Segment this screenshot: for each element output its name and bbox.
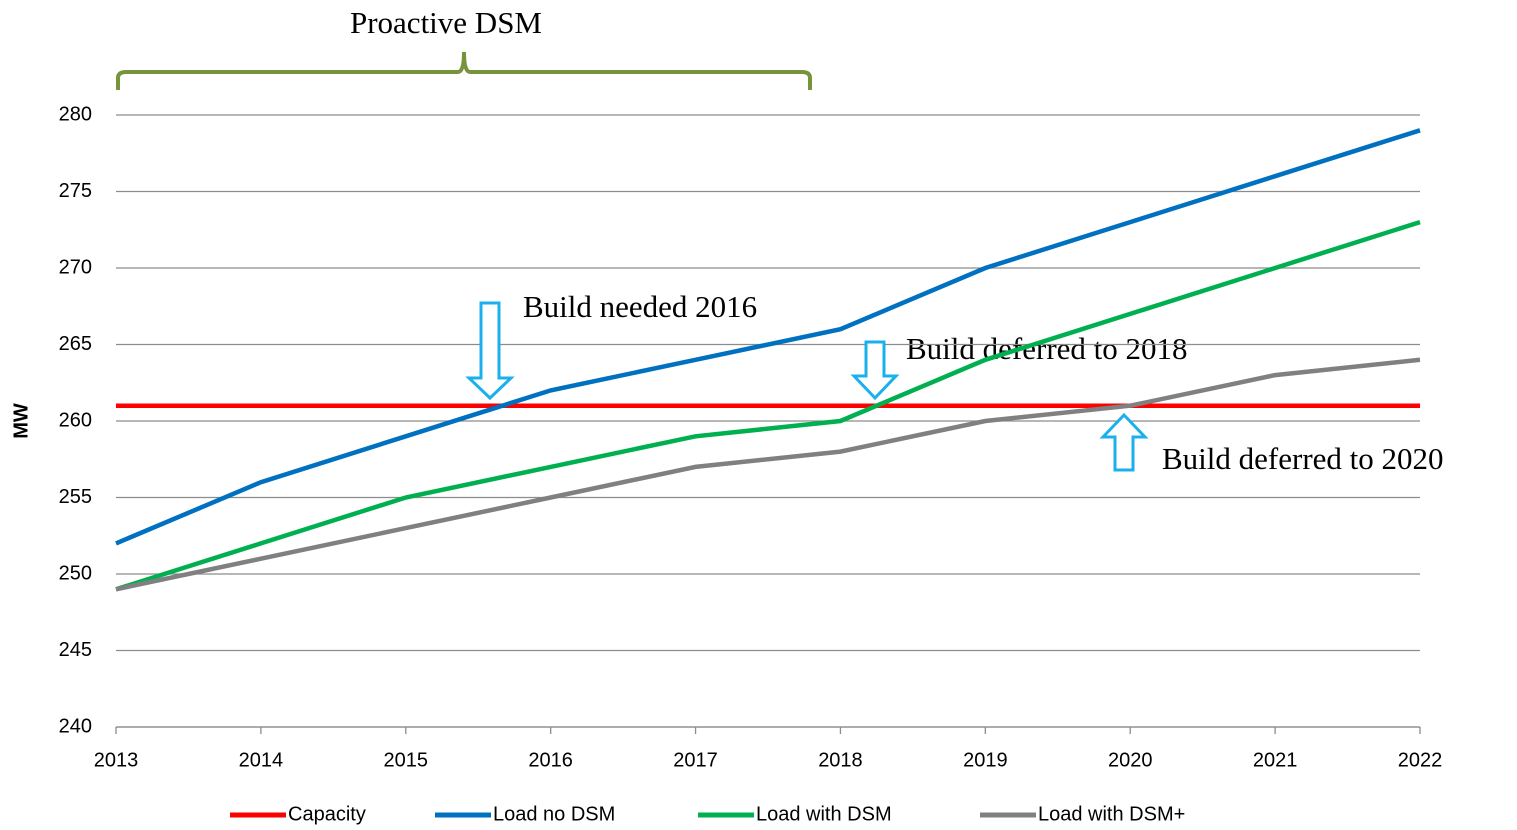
y-tick-label: 250 <box>59 562 92 584</box>
series-line <box>115 219 1421 592</box>
legend-label: Load with DSM <box>756 803 892 825</box>
legend-label: Load with DSM+ <box>1038 803 1185 825</box>
annotation: Build deferred to 2018 <box>906 331 1188 366</box>
x-tick-label: 2017 <box>673 749 718 771</box>
y-tick-label: 245 <box>59 639 92 661</box>
legend-label: Load no DSM <box>493 803 615 825</box>
x-tick-label: 2016 <box>528 749 573 771</box>
legend-item: Load no DSM <box>435 803 615 825</box>
arrow <box>465 301 515 401</box>
y-tick-label: 280 <box>59 103 92 125</box>
y-tick-label: 270 <box>59 256 92 278</box>
legend-item: Capacity <box>230 803 366 825</box>
annotation: Proactive DSM <box>350 5 542 40</box>
y-tick-label: 275 <box>59 180 92 202</box>
legend-label: Capacity <box>288 803 366 825</box>
y-tick-label: 265 <box>59 333 92 355</box>
series-line <box>115 357 1421 592</box>
arrows <box>465 301 1149 472</box>
series-line <box>115 128 1421 546</box>
x-tick-label: 2014 <box>239 749 284 771</box>
y-axis-label: MW <box>10 403 32 439</box>
annotation: Build deferred to 2020 <box>1162 441 1444 476</box>
y-tick-label: 260 <box>59 409 92 431</box>
legend-item: Load with DSM <box>698 803 892 825</box>
x-tick-label: 2021 <box>1253 749 1298 771</box>
x-tick-label: 2013 <box>94 749 139 771</box>
x-tick-label: 2019 <box>963 749 1008 771</box>
x-tick-label: 2015 <box>384 749 429 771</box>
plot: 240 245 250 255 260 265 270 275 280 2013 2014 2015 2… <box>59 103 1443 825</box>
x-tick-label: 2020 <box>1108 749 1153 771</box>
y-tick-label: 240 <box>59 715 92 737</box>
arrow <box>1099 412 1149 472</box>
arrow <box>850 340 900 401</box>
x-tick-label: 2018 <box>818 749 863 771</box>
bracket <box>116 51 812 90</box>
y-tick-label: 255 <box>59 486 92 508</box>
annotation: Build needed 2016 <box>523 289 757 324</box>
legend-item: Load with DSM+ <box>980 803 1185 825</box>
x-tick-label: 2022 <box>1398 749 1443 771</box>
